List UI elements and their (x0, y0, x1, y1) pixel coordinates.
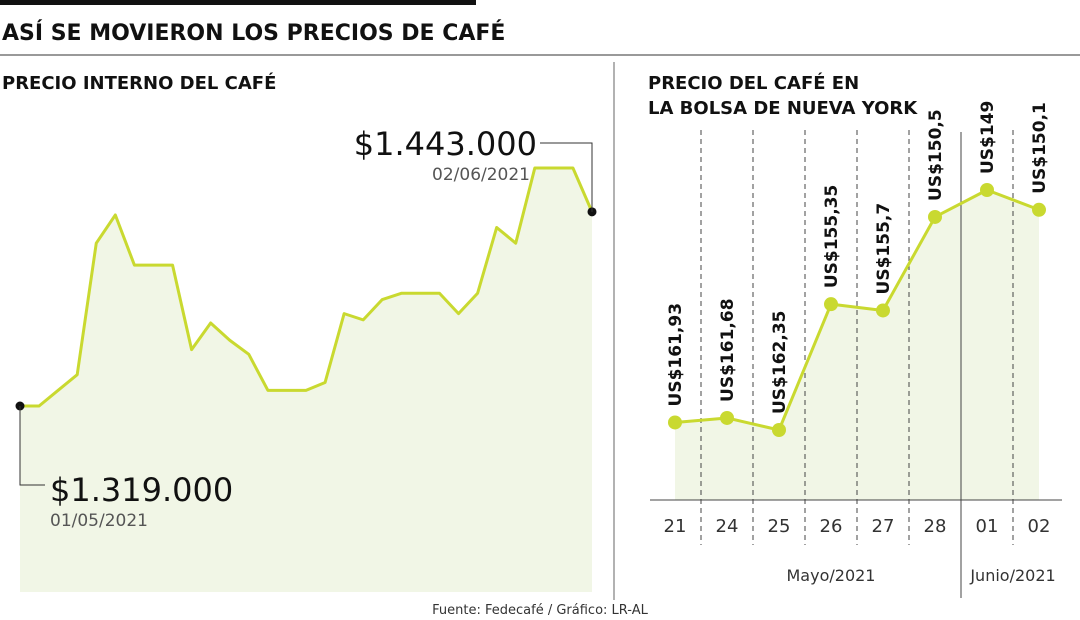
point (928, 209, 942, 224)
area (20, 168, 592, 592)
line (20, 166, 594, 408)
date-label: 02/06/2021 (432, 165, 530, 185)
leader (540, 142, 593, 212)
value-label: US$150,5 (926, 109, 946, 201)
x-tick-label: 24 (716, 516, 739, 537)
value-label: $1.443.000 (354, 125, 537, 163)
month-label: Mayo/2021 (787, 566, 876, 585)
value-label: US$155,35 (822, 185, 842, 288)
value-label: US$161,68 (718, 298, 738, 401)
point (980, 183, 994, 197)
value-label: $1.319.000 (50, 471, 233, 509)
point (1032, 202, 1046, 217)
x-tick-label: 28 (924, 516, 947, 537)
value-label: US$162,35 (770, 311, 790, 414)
top-bar (0, 0, 476, 5)
area (675, 190, 1039, 500)
x-tick-label: 02 (1028, 516, 1051, 537)
x-tick-label: 01 (976, 516, 999, 537)
source: Fuente: Fedecafé / Gráfico: LR-AL (432, 603, 648, 618)
x-tick-label: 26 (820, 516, 843, 537)
right-chart: US$161,93 21 US$161,68 24 US$162,35 25 US$155,… (650, 101, 1062, 598)
value-label: US$155,7 (874, 203, 894, 295)
point (824, 297, 838, 312)
point (668, 415, 682, 430)
line (674, 188, 1040, 432)
x-tick-label: 27 (872, 516, 895, 537)
point (772, 423, 786, 437)
value-label: US$150,1 (1030, 102, 1050, 194)
value-label: US$161,93 (666, 303, 686, 406)
month-label: Junio/2021 (969, 566, 1055, 585)
leader (19, 406, 45, 486)
main-title: ASÍ SE MOVIERON LOS PRECIOS DE CAFÉ (2, 20, 505, 46)
right-title: PRECIO DEL CAFÉ EN (648, 72, 859, 94)
left-title: PRECIO INTERNO DEL CAFÉ (2, 72, 276, 94)
point (720, 410, 734, 425)
right-title: LA BOLSA DE NUEVA YORK (648, 98, 918, 119)
value-label: US$149 (978, 101, 998, 174)
x-tick-label: 21 (664, 516, 687, 537)
point (876, 303, 890, 318)
date-label: 01/05/2021 (50, 511, 148, 531)
x-tick-label: 25 (768, 516, 791, 537)
